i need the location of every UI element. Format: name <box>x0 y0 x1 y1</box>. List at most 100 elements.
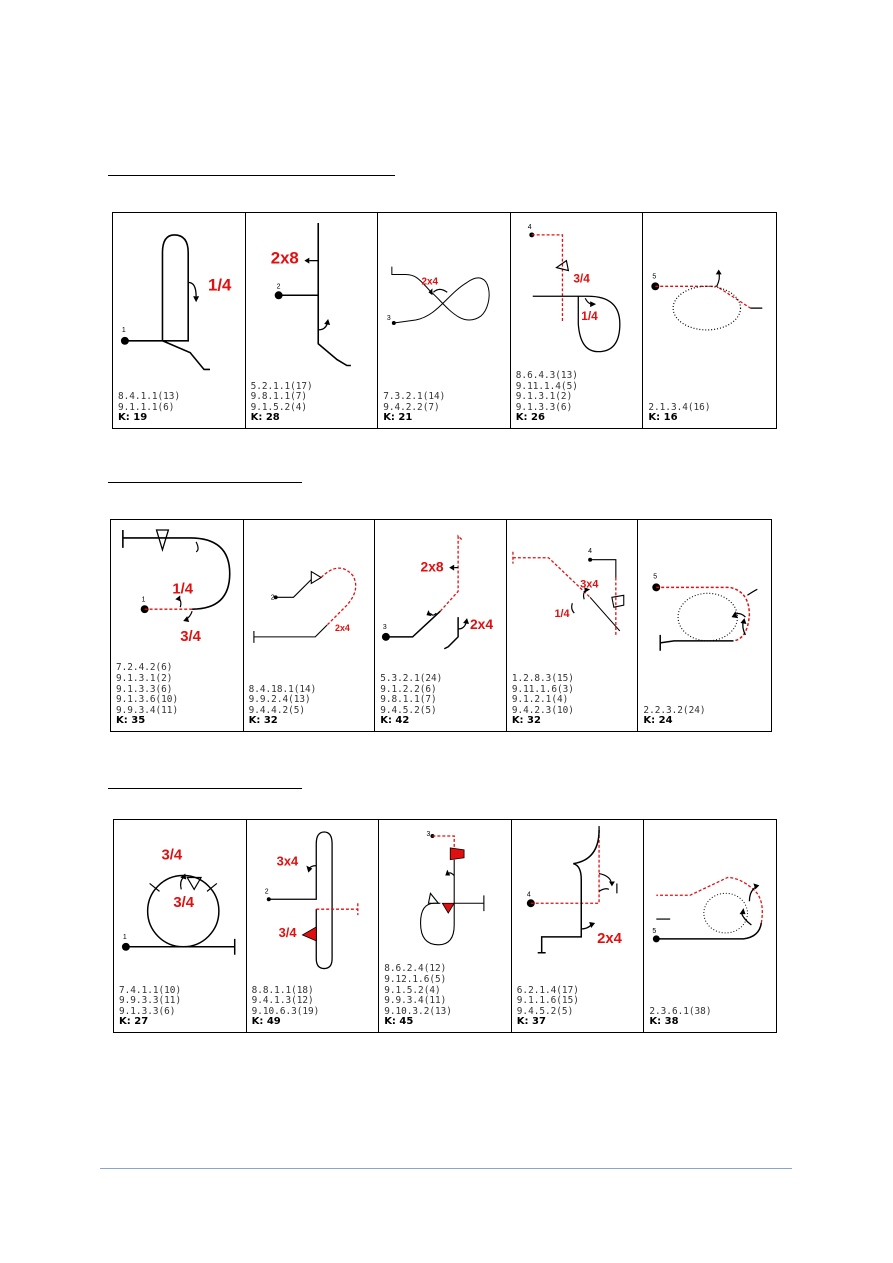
figure-cell: 5 2.2.3.2(24) K: 24 <box>638 520 771 731</box>
k-value: K: 49 <box>251 1016 281 1028</box>
code: 9.1.5.2(4) <box>384 984 441 996</box>
code-list: 8.4.1.1(13) 9.1.1.1(6) K: 19 <box>118 392 180 424</box>
figure-diagram: 3 2x4 <box>387 266 490 325</box>
start-number: 1 <box>142 596 146 603</box>
start-number: 4 <box>588 548 592 555</box>
code: 9.1.2.1(4) <box>511 694 569 706</box>
code: 9.9.3.3(11) <box>119 995 182 1007</box>
code-list: 7.4.1.1(10) 9.9.3.3(11) 9.1.3.3(6) K: 27 <box>119 985 182 1028</box>
k-value: K: 45 <box>384 1016 414 1028</box>
red-label: 2x4 <box>470 616 493 632</box>
red-label: 1/4 <box>208 275 232 294</box>
start-number: 3 <box>387 315 391 322</box>
figure-cell: 1 3/4 3/4 7.4.1.1(10) 9.9.3.3(11) 9.1.3.… <box>114 820 247 1032</box>
figure-row-2: 1 1/4 3/4 7.2.4.2(6) 9.1.3.1(2) 9.1.3.3(… <box>110 519 772 732</box>
start-number: 1 <box>123 934 127 941</box>
red-label: 3x4 <box>276 854 298 869</box>
figure-diagram: 1 1/4 <box>120 234 232 371</box>
figure-cell: 4 3x4 1/4 1.2.8.3(15) 9.11.1.6(3) 9.1.2.… <box>507 520 639 731</box>
figure-diagram: 4 3/4 1/4 <box>528 224 621 353</box>
red-label: 2x8 <box>421 559 444 575</box>
figure-diagram: 3 2x8 2x4 <box>382 534 494 650</box>
code: 9.8.1.1(7) <box>380 694 437 706</box>
code-list: 7.3.2.1(14) 9.4.2.2(7) K: 21 <box>383 392 445 424</box>
code: 9.4.1.3(12) <box>251 995 314 1007</box>
code: 2.1.3.4(16) <box>648 401 711 413</box>
code: 9.1.3.6(10) <box>116 694 179 706</box>
code: 9.1.3.1(2) <box>116 673 173 685</box>
red-label: 2x4 <box>597 931 622 947</box>
k-value: K: 24 <box>643 715 673 727</box>
code: 8.6.2.4(12) <box>384 963 447 975</box>
code: 9.4.2.2(7) <box>383 401 440 413</box>
k-value: K: 26 <box>515 412 545 424</box>
figure-diagram: 3 <box>420 831 485 946</box>
red-label: 3/4 <box>180 629 201 645</box>
code: 1.2.8.3(15) <box>511 673 574 685</box>
code: 2.3.6.1(38) <box>649 1005 712 1017</box>
code: 9.1.1.6(15) <box>516 995 579 1007</box>
figure-diagram: 4 3x4 1/4 <box>512 548 625 637</box>
code: 9.11.1.6(3) <box>511 683 574 695</box>
code: 8.6.4.3(13) <box>515 370 578 382</box>
code: 9.1.1.1(6) <box>118 401 175 413</box>
footer-rule <box>100 1168 792 1169</box>
code: 5.3.2.1(24) <box>380 673 443 685</box>
start-number: 4 <box>527 891 531 898</box>
figure-cell: 4 2x4 6.2.1.4(17) 9.1.1.6(15) 9.4.5.2(5)… <box>512 820 645 1032</box>
code: 9.1.3.1(2) <box>515 391 573 403</box>
k-value: K: 16 <box>648 412 678 424</box>
figure-diagram: 5 <box>651 269 763 331</box>
k-value: K: 27 <box>119 1016 149 1028</box>
code-list: 1.2.8.3(15) 9.11.1.6(3) 9.1.2.1(4) 9.4.2… <box>511 673 574 727</box>
code-list: 8.6.4.3(13) 9.11.1.4(5) 9.1.3.1(2) 9.1.3… <box>515 370 578 424</box>
start-number: 3 <box>383 624 387 631</box>
start-number: 5 <box>654 573 658 580</box>
red-label: 3x4 <box>580 578 598 590</box>
start-number: 5 <box>653 273 657 280</box>
code: 9.9.3.4(11) <box>384 995 447 1007</box>
code-list: 2.2.3.2(24) K: 24 <box>643 704 706 727</box>
figure-diagram: 1 3/4 3/4 <box>121 848 236 955</box>
start-number: 2 <box>270 594 274 601</box>
code-list: 8.8.1.1(18) 9.4.1.3(12) 9.10.6.3(19) K: … <box>251 985 320 1028</box>
code-list: 7.2.4.2(6) 9.1.3.1(2) 9.1.3.3(6) 9.1.3.6… <box>116 663 178 727</box>
figure-cell: 5 2.3.6.1(38) K: 38 <box>644 820 776 1032</box>
k-value: K: 32 <box>248 715 278 727</box>
code: 8.4.1.1(13) <box>118 391 181 403</box>
code-list: 8.4.18.1(14) 9.9.2.4(13) 9.4.4.2(5) K: 3… <box>248 683 317 727</box>
code: 9.4.2.3(10) <box>511 704 574 716</box>
start-number: 4 <box>528 224 532 231</box>
code: 9.12.1.6(5) <box>384 974 447 986</box>
code: 8.4.18.1(14) <box>248 683 317 695</box>
code: 6.2.1.4(17) <box>516 984 579 996</box>
code: 9.10.6.3(19) <box>251 1005 320 1017</box>
code: 9.11.1.4(5) <box>515 380 578 392</box>
code: 9.4.4.2(5) <box>248 704 306 716</box>
figure-diagram: 4 2x4 <box>527 826 622 954</box>
figure-cell: 3 2x4 7.3.2.1(14) 9.4.2.2(7) K: 21 <box>378 213 511 428</box>
figure-diagram: 5 <box>652 573 758 651</box>
figure-cell: 3 2x8 2x4 5.3.2.1(24) 9.1.2.2(6) 9.8.1.1… <box>375 520 507 731</box>
figure-diagram: 2 3x4 3/4 <box>264 831 359 970</box>
code-list: 5.3.2.1(24) 9.1.2.2(6) 9.8.1.1(7) 9.4.5.… <box>380 673 443 727</box>
code: 9.1.3.3(6) <box>116 683 173 695</box>
code-list: 5.2.1.1(17) 9.8.1.1(7) 9.1.5.2(4) K: 28 <box>250 380 313 424</box>
red-label: 3/4 <box>173 895 194 911</box>
code: 9.1.3.3(6) <box>119 1005 176 1017</box>
figure-diagram: 5 <box>653 876 764 943</box>
figure-diagram: 1 1/4 3/4 <box>122 529 231 645</box>
code: 2.2.3.2(24) <box>643 704 706 716</box>
red-label: 1/4 <box>581 309 598 323</box>
figure-row-3: 1 3/4 3/4 7.4.1.1(10) 9.9.3.3(11) 9.1.3.… <box>113 819 777 1033</box>
code-list: 8.6.2.4(12) 9.12.1.6(5) 9.1.5.2(4) 9.9.3… <box>384 964 452 1028</box>
red-label: 2x8 <box>270 249 298 268</box>
code: 9.8.1.1(7) <box>250 391 308 403</box>
red-label: 2x4 <box>422 276 439 287</box>
code: 9.9.3.4(11) <box>116 704 179 716</box>
figure-cell: 1 1/4 3/4 7.2.4.2(6) 9.1.3.1(2) 9.1.3.3(… <box>111 520 244 731</box>
code-list: 2.1.3.4(16) K: 16 <box>648 401 711 424</box>
figure-cell: 5 2.1.3.4(16) K: 16 <box>643 213 776 428</box>
code: 5.2.1.1(17) <box>250 380 313 392</box>
section-2-heading-rule <box>108 482 302 483</box>
